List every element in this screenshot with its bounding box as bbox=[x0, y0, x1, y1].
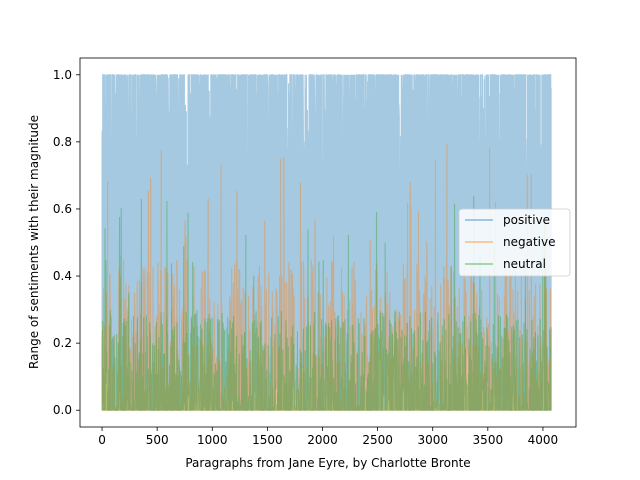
legend: positive negative neutral bbox=[458, 208, 571, 277]
y-axis-label: Range of sentiments with their magnitude bbox=[27, 115, 41, 369]
axes-layer: 0 500 1000 1500 2000 2500 3000 3500 4000 0.0 0.2 0.… bbox=[53, 57, 577, 447]
legend-label-positive: positive bbox=[503, 213, 550, 227]
legend-box bbox=[458, 208, 571, 277]
x-tick-label: 500 bbox=[146, 433, 169, 447]
x-tick-label: 3000 bbox=[417, 433, 448, 447]
x-tick-label: 2500 bbox=[362, 433, 393, 447]
x-tick-label: 4000 bbox=[528, 433, 559, 447]
y-tick-label: 0.0 bbox=[53, 403, 72, 417]
series-line-positive bbox=[101, 74, 552, 412]
x-tick-label: 0 bbox=[98, 433, 106, 447]
legend-label-negative: negative bbox=[503, 235, 555, 249]
x-tick-label: 1500 bbox=[252, 433, 283, 447]
x-tick-label: 3500 bbox=[473, 433, 504, 447]
series-layer bbox=[101, 74, 552, 412]
x-tick-label: 1000 bbox=[197, 433, 228, 447]
y-tick-label: 0.8 bbox=[53, 135, 72, 149]
y-tick-label: 0.6 bbox=[53, 202, 72, 216]
y-tick-label: 1.0 bbox=[53, 68, 72, 82]
plot-frame bbox=[79, 57, 577, 428]
series-line-neutral bbox=[101, 195, 552, 411]
y-tick-label: 0.2 bbox=[53, 336, 72, 350]
series-line-negative bbox=[101, 143, 552, 411]
legend-label-neutral: neutral bbox=[503, 257, 546, 271]
x-tick-label: 2000 bbox=[307, 433, 338, 447]
y-tick-label: 0.4 bbox=[53, 269, 72, 283]
x-axis-label: Paragraphs from Jane Eyre, by Charlotte … bbox=[185, 456, 470, 470]
